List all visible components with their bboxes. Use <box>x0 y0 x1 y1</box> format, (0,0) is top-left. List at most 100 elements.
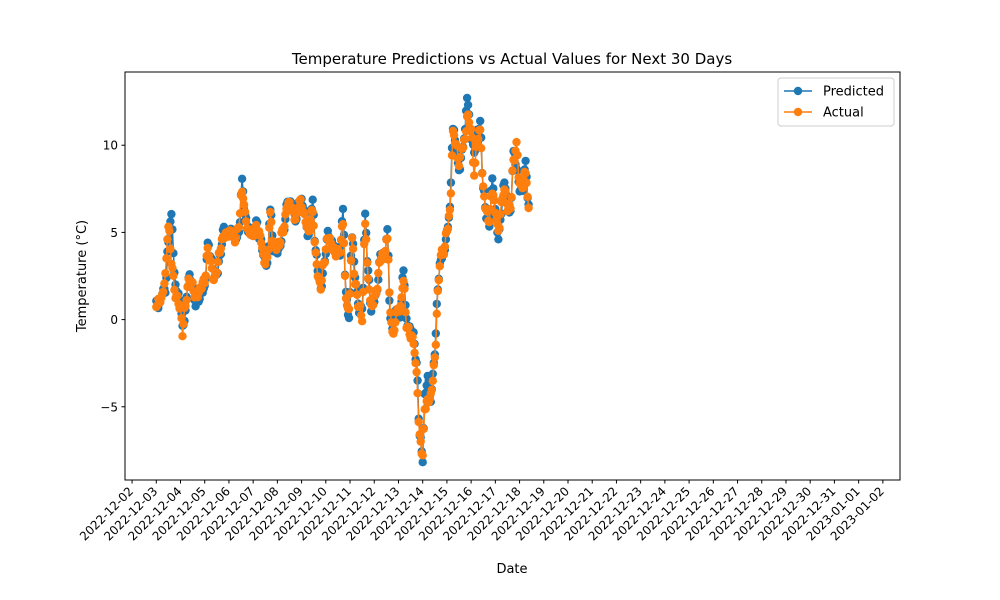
data-point <box>162 254 171 263</box>
data-point <box>401 308 410 317</box>
data-point <box>267 217 276 227</box>
data-point <box>496 210 505 219</box>
data-point <box>237 187 247 196</box>
data-point <box>310 237 319 247</box>
data-point <box>238 194 248 203</box>
data-point <box>179 319 188 329</box>
data-point <box>463 110 473 119</box>
data-point <box>476 125 485 134</box>
data-point <box>410 348 419 358</box>
data-point <box>216 244 226 253</box>
y-tick-label: 0 <box>110 313 118 327</box>
data-point <box>524 203 533 213</box>
data-point <box>485 217 494 227</box>
data-point <box>383 225 392 234</box>
data-point <box>381 246 390 256</box>
data-point <box>167 209 176 219</box>
data-point <box>347 233 357 242</box>
data-point <box>266 207 275 217</box>
data-point <box>521 168 530 178</box>
legend-entry-predicted: Predicted <box>784 85 884 100</box>
data-point <box>501 187 510 196</box>
data-point <box>416 437 425 446</box>
chart-title: Temperature Predictions vs Actual Values… <box>291 50 732 68</box>
data-point <box>240 207 250 216</box>
legend-marker <box>793 107 803 117</box>
data-point <box>418 451 427 460</box>
data-point <box>362 235 371 244</box>
data-point <box>418 458 427 467</box>
data-point <box>206 256 215 266</box>
data-point <box>440 242 450 251</box>
data-point <box>408 332 417 342</box>
data-point <box>344 304 354 314</box>
data-point <box>512 137 521 147</box>
plot-frame <box>124 71 901 481</box>
data-point <box>521 156 530 166</box>
data-point <box>345 289 355 298</box>
data-point <box>351 280 361 289</box>
data-point <box>338 204 348 214</box>
data-point <box>344 313 354 323</box>
data-point <box>320 258 329 267</box>
data-point <box>312 260 321 269</box>
data-point <box>460 135 470 144</box>
data-point <box>173 291 182 300</box>
data-point <box>430 353 439 362</box>
data-point <box>443 224 453 234</box>
data-point <box>431 340 440 349</box>
data-point <box>391 318 400 327</box>
data-point <box>321 245 330 254</box>
data-point <box>507 192 516 202</box>
data-point <box>386 308 395 317</box>
data-point <box>396 301 405 311</box>
data-point <box>494 235 503 244</box>
data-point <box>458 143 468 152</box>
data-point <box>399 276 408 286</box>
data-point <box>399 266 408 275</box>
data-point <box>308 207 317 217</box>
data-point <box>178 332 187 341</box>
y-axis: −5 0 5 10 <box>100 139 125 414</box>
legend-entry-actual: Actual <box>784 106 864 121</box>
data-point <box>488 174 497 183</box>
data-point <box>446 189 456 198</box>
data-point <box>241 217 251 226</box>
data-point <box>427 385 436 395</box>
data-point <box>463 100 473 110</box>
data-point <box>308 195 317 204</box>
data-point <box>444 211 454 221</box>
data-point <box>429 360 438 370</box>
data-point <box>435 262 444 271</box>
legend-label: Actual <box>823 106 864 121</box>
data-point <box>166 244 175 254</box>
x-axis-label: Date <box>496 562 527 577</box>
data-point <box>165 226 174 236</box>
data-point <box>412 367 421 377</box>
x-axis: 2022-12-022022-12-032022-12-042022-12-05… <box>77 480 887 543</box>
data-point <box>159 287 168 296</box>
data-point <box>256 231 265 240</box>
data-point <box>470 171 479 180</box>
data-point <box>188 278 197 287</box>
data-point <box>309 221 318 230</box>
data-point <box>340 271 350 281</box>
data-point <box>212 268 221 277</box>
data-point <box>339 238 349 248</box>
data-point <box>400 284 409 293</box>
series-actual <box>152 110 533 460</box>
data-point <box>384 255 393 264</box>
legend: Predicted Actual <box>777 77 895 127</box>
data-point <box>445 205 455 214</box>
data-point <box>479 182 488 191</box>
data-point <box>421 404 430 414</box>
data-point <box>466 124 476 134</box>
data-point <box>182 295 191 305</box>
data-point <box>357 317 367 326</box>
legend-marker <box>793 86 803 96</box>
data-point <box>385 288 394 297</box>
data-point <box>455 152 465 162</box>
data-point <box>361 219 370 228</box>
data-point <box>348 244 358 253</box>
